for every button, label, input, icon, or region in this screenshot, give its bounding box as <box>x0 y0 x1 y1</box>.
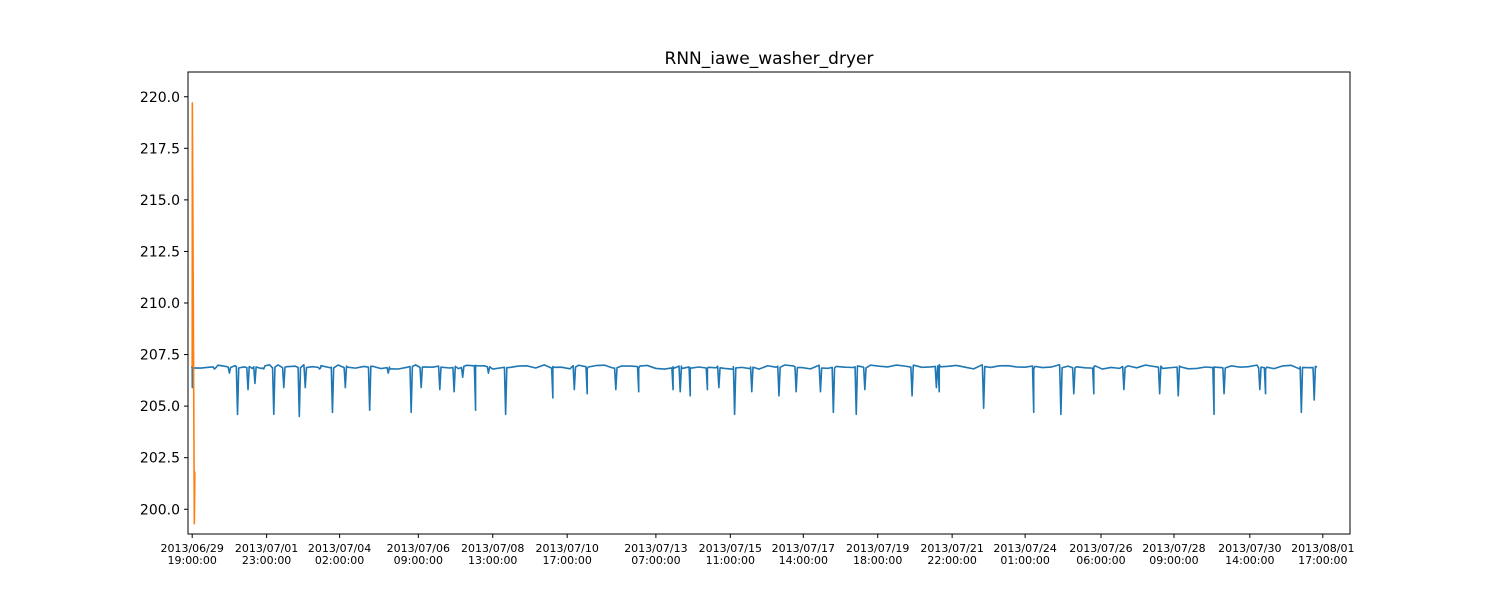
x-tick-label: 06:00:00 <box>1076 554 1125 567</box>
x-tick-label: 01:00:00 <box>1000 554 1049 567</box>
y-tick-label: 200.0 <box>140 502 180 518</box>
x-tick-label: 18:00:00 <box>853 554 902 567</box>
x-tick-label: 23:00:00 <box>242 554 291 567</box>
y-axis: 200.0 202.5 205.0 207.5 210.0 212.5 215.0 217.5… <box>140 90 188 518</box>
y-tick-label: 215.0 <box>140 193 180 209</box>
y-tick-label: 210.0 <box>140 296 180 312</box>
x-tick-label: 2013/06/29 <box>160 542 223 555</box>
x-tick-label: 13:00:00 <box>468 554 517 567</box>
x-tick-label: 14:00:00 <box>1225 554 1274 567</box>
series-line-blue <box>190 363 1318 418</box>
x-tick-label: 09:00:00 <box>1149 554 1198 567</box>
x-tick-label: 17:00:00 <box>1298 554 1347 567</box>
x-tick-label: 2013/07/01 <box>235 542 298 555</box>
x-tick-label: 2013/08/01 <box>1291 542 1354 555</box>
series-layer <box>190 102 1318 525</box>
chart-title: RNN_iawe_washer_dryer <box>665 49 874 69</box>
x-tick-label: 2013/07/24 <box>993 542 1056 555</box>
x-tick-label: 2013/07/19 <box>846 542 909 555</box>
y-tick-label: 205.0 <box>140 399 180 415</box>
x-tick-label: 2013/07/26 <box>1069 542 1132 555</box>
y-tick-label: 202.5 <box>140 451 180 467</box>
x-tick-label: 09:00:00 <box>394 554 443 567</box>
x-tick-label: 11:00:00 <box>706 554 755 567</box>
series-line-orange <box>191 102 196 525</box>
x-tick-label: 2013/07/10 <box>535 542 598 555</box>
x-tick-label: 14:00:00 <box>779 554 828 567</box>
x-tick-label: 2013/07/15 <box>699 542 762 555</box>
x-tick-label: 02:00:00 <box>315 554 364 567</box>
x-tick-label: 2013/07/17 <box>772 542 835 555</box>
x-tick-label: 22:00:00 <box>927 554 976 567</box>
y-tick-label: 220.0 <box>140 90 180 106</box>
x-tick-label: 2013/07/13 <box>624 542 687 555</box>
y-tick-label: 212.5 <box>140 244 180 260</box>
x-tick-label: 2013/07/04 <box>308 542 371 555</box>
x-tick-label: 19:00:00 <box>167 554 216 567</box>
y-tick-label: 207.5 <box>140 348 180 364</box>
x-tick-label: 07:00:00 <box>631 554 680 567</box>
x-tick-label: 2013/07/06 <box>387 542 450 555</box>
x-tick-label: 2013/07/08 <box>461 542 524 555</box>
x-tick-label: 2013/07/28 <box>1142 542 1205 555</box>
x-tick-label: 2013/07/30 <box>1218 542 1281 555</box>
x-tick-label: 2013/07/21 <box>920 542 983 555</box>
x-tick-label: 17:00:00 <box>542 554 591 567</box>
y-tick-label: 217.5 <box>140 141 180 157</box>
